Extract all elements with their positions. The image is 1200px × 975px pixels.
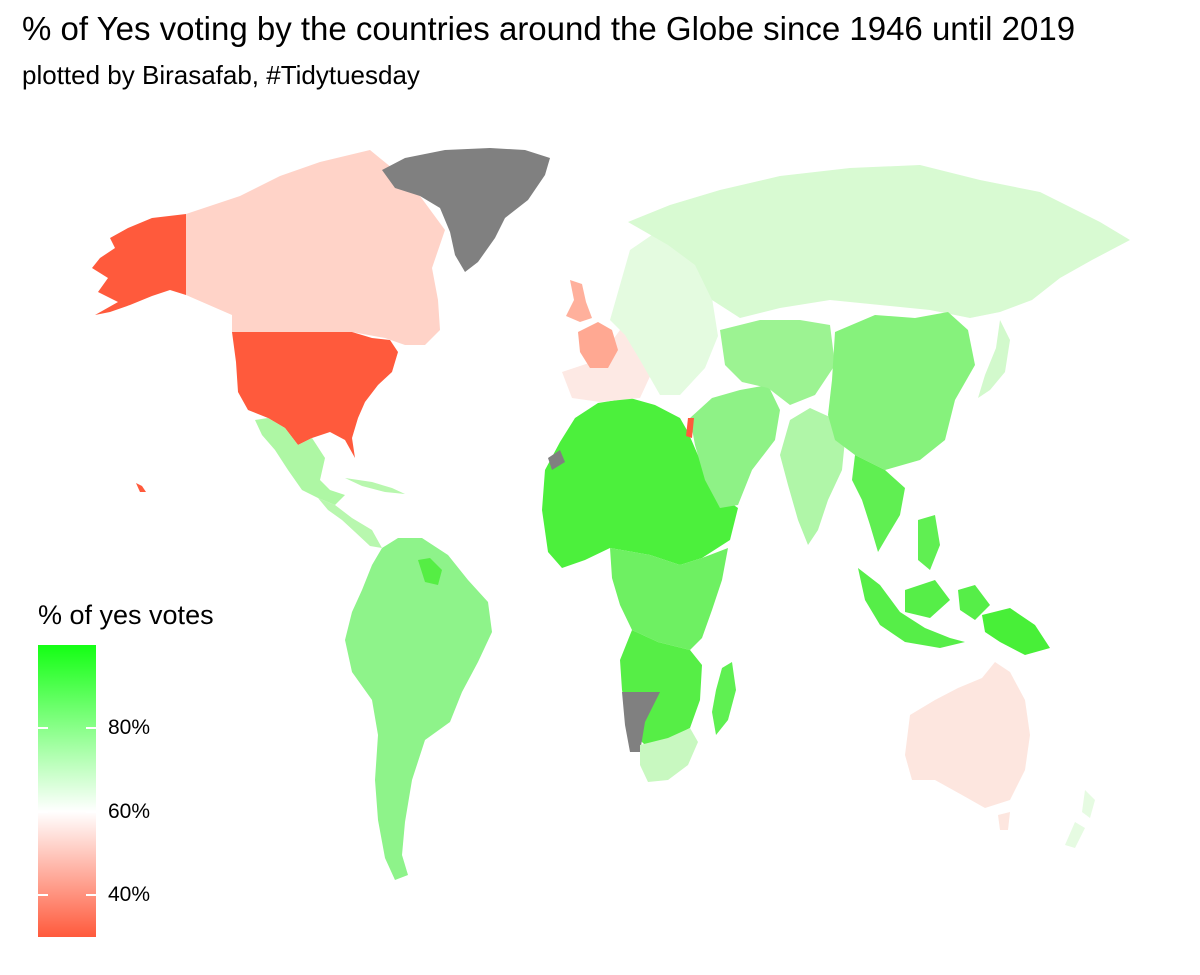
region-western-sahara [548, 450, 565, 470]
legend-tick-label: 40% [108, 883, 151, 907]
region-se-asia [852, 455, 940, 570]
legend-tick-label: 80% [108, 716, 151, 740]
region-china [828, 312, 975, 470]
region-new-zealand [1065, 790, 1095, 848]
region-indonesia [858, 568, 990, 648]
region-australia [905, 662, 1030, 830]
region-france [578, 322, 618, 368]
region-greenland [382, 148, 550, 272]
region-guianas [418, 558, 442, 585]
region-namibia [622, 692, 660, 752]
region-south-africa [640, 728, 698, 782]
region-russia [628, 165, 1130, 318]
region-japan [978, 320, 1010, 398]
legend-tick-label: 60% [108, 799, 151, 823]
region-papua [982, 608, 1050, 655]
chart-subtitle: plotted by Birasafab, #Tidytuesday [22, 60, 420, 90]
legend-title: % of yes votes [38, 600, 214, 630]
region-mexico [255, 418, 345, 505]
region-central-asia [720, 320, 835, 405]
chart-title: % of Yes voting by the countries around … [22, 10, 1076, 47]
region-usa [232, 332, 398, 458]
region-middle-east [690, 385, 780, 508]
region-africa-central [610, 548, 728, 650]
legend-color-bar [38, 645, 96, 937]
region-central-america [318, 478, 405, 548]
region-uk [566, 280, 592, 322]
region-africa-north [542, 398, 738, 568]
region-south-america [345, 538, 492, 880]
region-india [780, 408, 845, 545]
region-israel [686, 418, 694, 438]
region-hawaii [136, 483, 146, 492]
region-alaska [92, 214, 186, 315]
region-europe-east [610, 222, 718, 395]
region-madagascar [712, 662, 736, 735]
region-canada [186, 150, 445, 345]
